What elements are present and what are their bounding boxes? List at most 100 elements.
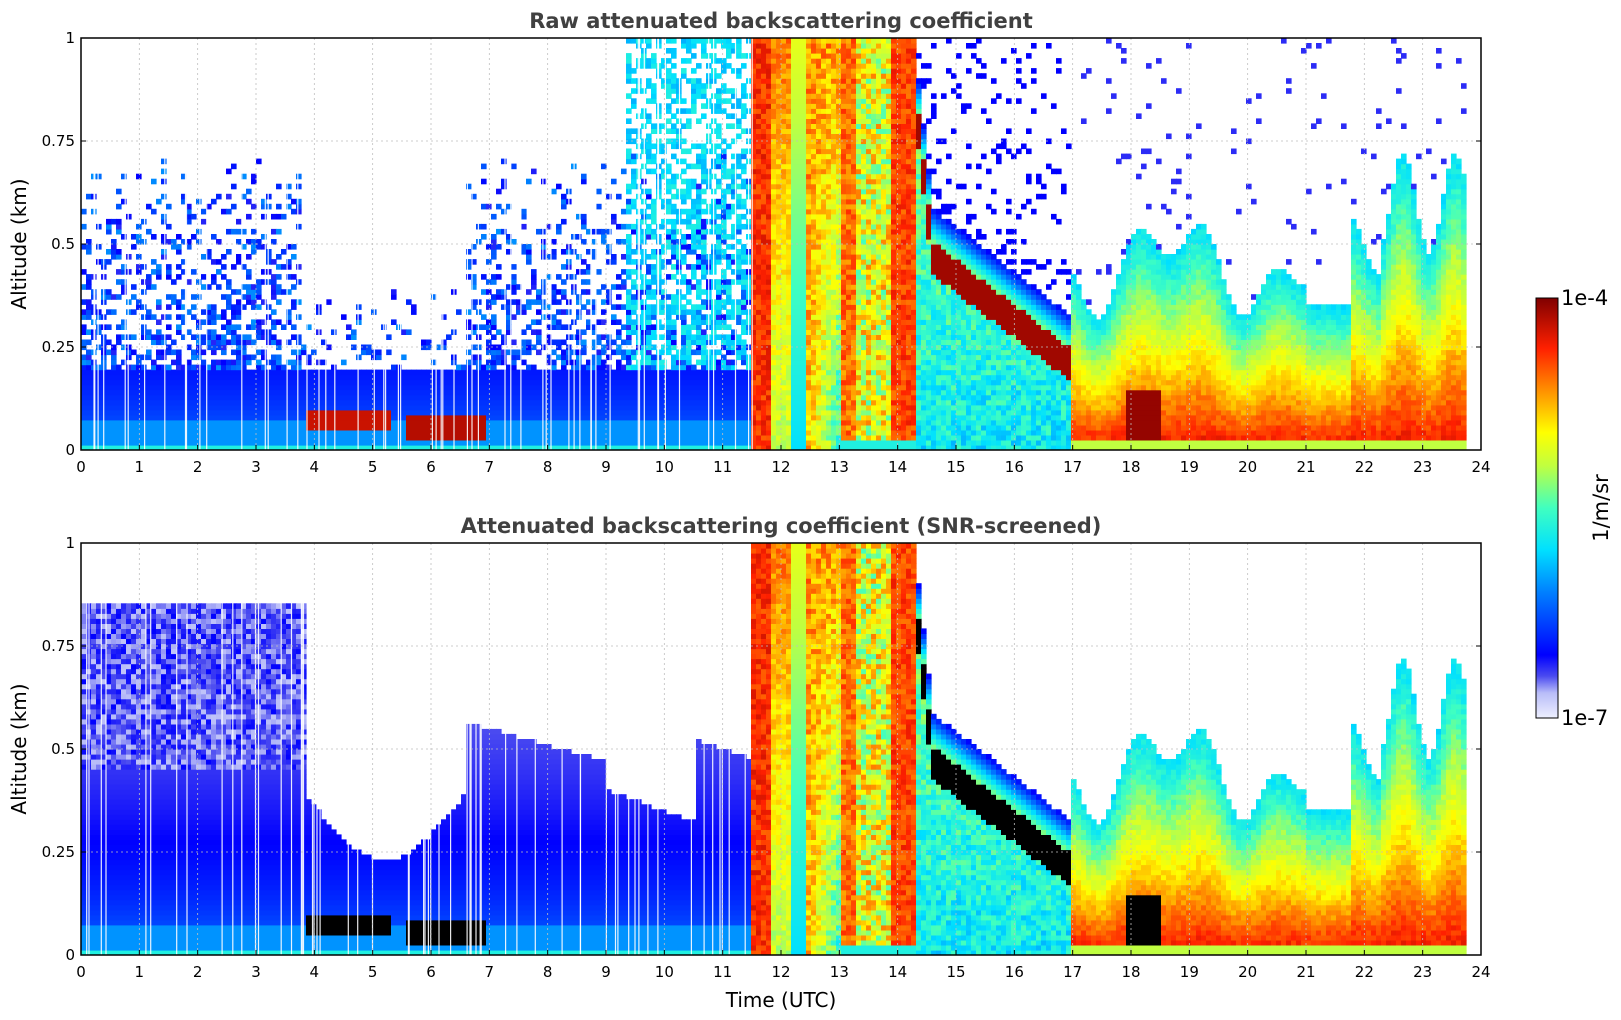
heatmap-cell [661, 198, 667, 205]
heatmap-cell [321, 379, 327, 386]
heatmap-cell [361, 349, 367, 356]
heatmap-cell [716, 133, 722, 140]
heatmap-cell [751, 299, 757, 305]
heatmap-cell [631, 183, 637, 190]
heatmap-cell [111, 389, 117, 396]
heatmap-cell [696, 289, 702, 295]
heatmap-cell [691, 213, 697, 220]
heatmap-cell [761, 208, 767, 215]
heatmap-cell [496, 424, 502, 431]
heatmap-cell [506, 399, 512, 406]
heatmap-cell [631, 384, 637, 391]
heatmap-cell [786, 394, 792, 401]
heatmap-cell [86, 309, 92, 315]
heatmap-cell [751, 223, 757, 230]
heatmap-cell [561, 419, 567, 426]
heatmap-cell [191, 409, 197, 416]
heatmap-cell [696, 88, 702, 94]
heatmap-cell [171, 244, 177, 250]
heatmap-cell [356, 445, 362, 450]
heatmap-cell [766, 404, 772, 411]
heatmap-cell [606, 334, 612, 340]
heatmap-cell [491, 279, 497, 285]
heatmap-cell [646, 404, 652, 411]
heatmap-cell [471, 244, 477, 250]
heatmap-cell [251, 414, 257, 421]
heatmap-cell [716, 279, 722, 285]
heatmap-cell [386, 389, 392, 396]
heatmap-cell [696, 389, 702, 396]
heatmap-cell [661, 434, 667, 441]
heatmap-cell [466, 364, 472, 371]
heatmap-cell [626, 404, 632, 411]
heatmap-cell [726, 279, 732, 285]
heatmap-cell [526, 289, 532, 295]
heatmap-cell [291, 379, 297, 386]
heatmap-cell [246, 284, 252, 290]
heatmap-cell [526, 374, 532, 381]
heatmap-cell [181, 379, 187, 386]
heatmap-cell [106, 289, 112, 295]
heatmap-cell [731, 168, 737, 175]
heatmap-cell [686, 309, 692, 315]
heatmap-cell [681, 279, 687, 285]
heatmap-cell [311, 440, 317, 446]
heatmap-cell [631, 203, 637, 210]
heatmap-cell [776, 113, 782, 119]
heatmap-cell [226, 324, 232, 330]
heatmap-cell [781, 223, 787, 230]
heatmap-cell [616, 394, 622, 401]
heatmap-cell [666, 414, 672, 421]
heatmap-cell [696, 429, 702, 436]
heatmap-cell [186, 369, 192, 376]
heatmap-cell [246, 254, 252, 260]
heatmap-cell [686, 218, 692, 225]
heatmap-cell [276, 274, 282, 280]
heatmap-cell [766, 83, 772, 89]
heatmap-cell [631, 389, 637, 396]
heatmap-cell [646, 38, 652, 44]
heatmap-cell [161, 213, 167, 220]
heatmap-cell [156, 434, 162, 441]
heatmap-cell [616, 284, 622, 290]
heatmap-cell [161, 158, 167, 165]
heatmap-cell [716, 324, 722, 330]
heatmap-cell [741, 203, 747, 210]
heatmap-cell [146, 384, 152, 391]
heatmap-cell [751, 349, 757, 356]
heatmap-cell [771, 399, 777, 406]
heatmap-cell [676, 399, 682, 406]
heatmap-cell [721, 249, 727, 255]
heatmap-cell [231, 419, 237, 426]
heatmap-cell [666, 394, 672, 401]
heatmap-cell [666, 349, 672, 356]
heatmap-cell [791, 118, 797, 124]
heatmap-cell [536, 409, 542, 416]
heatmap-cell [286, 314, 292, 320]
heatmap-cell [721, 369, 727, 376]
heatmap-cell [751, 239, 757, 245]
heatmap-cell [556, 440, 562, 446]
heatmap-cell [96, 374, 102, 381]
heatmap-cell [501, 394, 507, 401]
heatmap-cell [461, 445, 467, 450]
heatmap-cell [701, 163, 707, 170]
heatmap-cell [341, 434, 347, 441]
heatmap-cell [736, 254, 742, 260]
heatmap-cell [271, 374, 277, 381]
heatmap-cell [781, 158, 787, 165]
heatmap-cell [521, 394, 527, 401]
heatmap-cell [761, 374, 767, 381]
heatmap-cell [416, 429, 422, 436]
heatmap-cell [681, 123, 687, 129]
heatmap-cell [521, 304, 527, 310]
heatmap-cell [506, 374, 512, 381]
heatmap-cell [791, 188, 797, 195]
heatmap-cell [341, 445, 347, 450]
heatmap-cell [776, 148, 782, 155]
heatmap-cell [191, 445, 197, 450]
heatmap-cell [701, 38, 707, 44]
heatmap-cell [581, 269, 587, 275]
heatmap-cell [321, 339, 327, 346]
heatmap-cell [561, 309, 567, 315]
